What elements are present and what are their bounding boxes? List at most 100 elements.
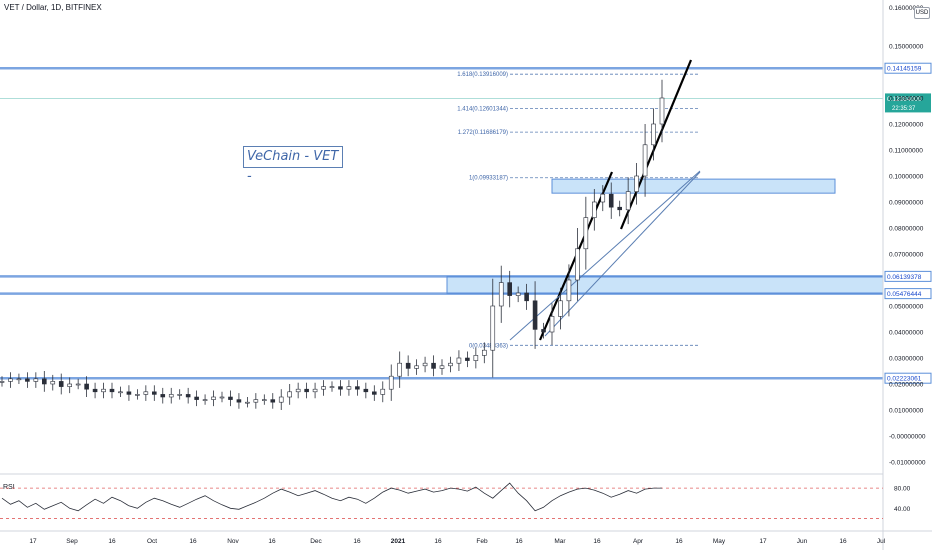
fib-label: 1.414(0.12601344) xyxy=(457,106,508,112)
time-tick-label: 16 xyxy=(515,538,523,545)
current-price-label: 0.12984000 xyxy=(887,96,922,103)
trend-line-support xyxy=(509,170,701,341)
level-label: 0.02223061 xyxy=(887,376,922,383)
candle-body xyxy=(397,362,402,377)
candle-body xyxy=(490,305,496,351)
candle-body xyxy=(160,394,166,398)
candle-body xyxy=(177,394,182,396)
candle-body xyxy=(465,357,470,361)
time-tick-label: 17 xyxy=(759,538,767,545)
level-label: 0.14145159 xyxy=(887,66,922,73)
candle-body xyxy=(482,349,487,356)
candle-body xyxy=(168,394,174,398)
candle-body xyxy=(592,201,597,218)
time-tick-label: Dec xyxy=(310,538,322,545)
candle-body xyxy=(321,386,326,390)
candle-body xyxy=(422,362,428,367)
time-tick-label: 2021 xyxy=(391,538,406,545)
time-tick-label: 16 xyxy=(268,538,276,545)
time-tick-label: Sep xyxy=(66,538,78,545)
trend-line-support xyxy=(544,171,701,337)
candle-body xyxy=(42,378,47,385)
time-tick-label: Feb xyxy=(476,538,488,545)
price-tick-label: 0.02000000 xyxy=(889,382,924,389)
price-tick-label: 0.07000000 xyxy=(889,252,924,259)
candle-body xyxy=(558,300,563,317)
price-tick-label: -0.01000000 xyxy=(889,460,926,467)
price-tick-label: 0.03000000 xyxy=(889,356,924,363)
time-tick-label: 16 xyxy=(593,538,601,545)
trend-line-channel xyxy=(619,59,693,230)
candle-body xyxy=(92,388,98,393)
candle-body xyxy=(67,383,72,387)
time-tick-label: 16 xyxy=(108,538,116,545)
resistance-zone-lower xyxy=(446,275,884,295)
candle-body xyxy=(583,217,589,250)
candle-body xyxy=(515,292,521,296)
candle-body xyxy=(405,362,411,369)
candle-body xyxy=(414,365,419,369)
candle-body xyxy=(101,388,106,393)
candle-body xyxy=(388,375,394,390)
price-tick-label: -0.00000000 xyxy=(889,434,926,441)
candle-body xyxy=(202,399,208,401)
level-label-box xyxy=(884,62,932,74)
candle-body xyxy=(194,396,199,400)
candle-body xyxy=(338,386,343,390)
rsi-title: RSI xyxy=(3,484,15,491)
candle-body xyxy=(25,378,30,382)
fib-label: 1.272(0.11686179) xyxy=(458,130,508,136)
candle-body xyxy=(634,175,639,192)
candle-body xyxy=(8,378,13,382)
candle-body xyxy=(278,396,284,403)
candle-body xyxy=(448,362,453,367)
candle-body xyxy=(541,329,546,333)
price-tick-label: 0.09000000 xyxy=(889,200,924,207)
candle-body xyxy=(659,97,665,125)
candle-body xyxy=(245,401,250,404)
time-tick-label: Mar xyxy=(554,538,566,545)
candle-body xyxy=(287,391,292,398)
price-unit-badge[interactable]: USD xyxy=(914,7,930,19)
candle-body xyxy=(566,279,572,302)
candle-body xyxy=(75,383,81,386)
time-tick-label: 16 xyxy=(434,538,442,545)
price-tick-label: 0.10000000 xyxy=(889,174,924,181)
annotation-note[interactable]: VeChain - VET - xyxy=(243,146,343,184)
price-tick-label: 0.12000000 xyxy=(889,122,924,129)
candle-body xyxy=(262,399,267,401)
rsi-pane: RSI 80.00 40.00 xyxy=(0,482,911,519)
level-label-box xyxy=(884,288,932,300)
candle-body xyxy=(135,394,140,396)
candle-body xyxy=(498,282,504,307)
candle-body xyxy=(439,365,445,369)
candle-body xyxy=(84,383,89,390)
candle-body xyxy=(549,316,555,333)
candle-body xyxy=(524,292,529,302)
level-label-box xyxy=(884,372,932,384)
candle-body xyxy=(50,381,56,385)
price-series xyxy=(0,79,665,410)
price-tick-label: 0.08000000 xyxy=(889,226,924,233)
candle-body xyxy=(363,388,369,393)
candle-body xyxy=(253,399,259,403)
time-tick-label: 16 xyxy=(839,538,847,545)
level-label: 0.06139378 xyxy=(887,274,922,281)
candle-body xyxy=(185,394,191,398)
current-price-badge xyxy=(885,93,931,113)
fib-label: 1(0.09933187) xyxy=(469,176,508,182)
countdown-label: 22:35:37 xyxy=(892,106,916,112)
candle-body xyxy=(532,300,538,330)
candle-body xyxy=(600,193,606,203)
candle-body xyxy=(152,391,157,395)
candle-body xyxy=(380,388,386,395)
candle-body xyxy=(143,391,149,395)
price-tick-label: 0.13000000 xyxy=(889,96,924,103)
candle-body xyxy=(16,378,22,381)
price-tick-label: 0.11000000 xyxy=(889,148,923,155)
candle-body xyxy=(126,391,132,395)
time-tick-label: Jul xyxy=(877,538,886,545)
